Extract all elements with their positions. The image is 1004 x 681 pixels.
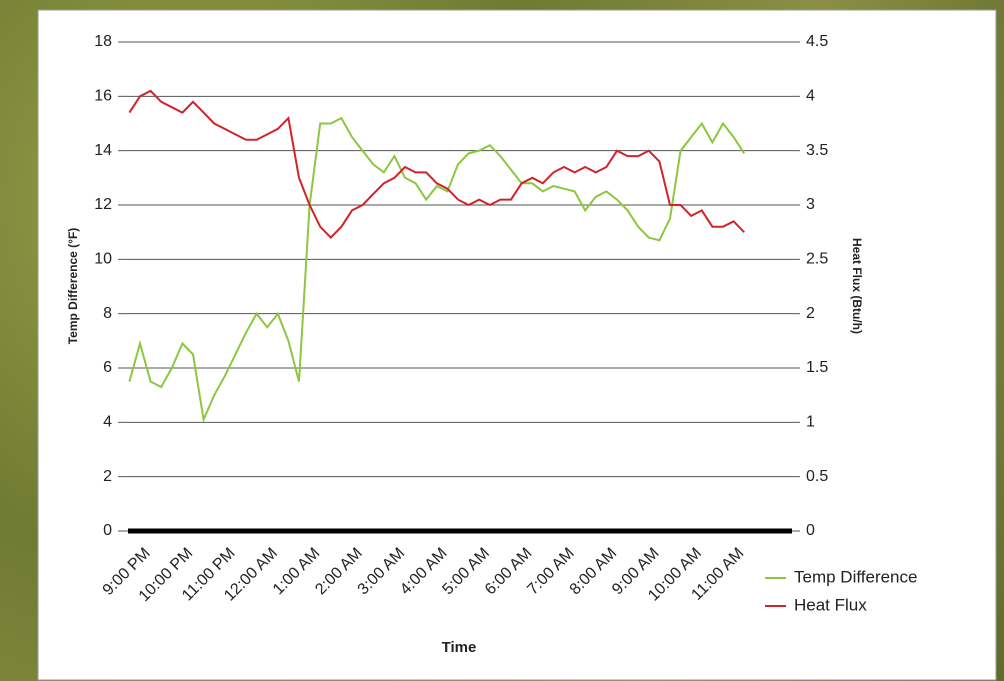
- y2-tick-label: 2.5: [806, 251, 828, 268]
- y2-tick-label: 4.5: [806, 33, 828, 50]
- chart-panel: [37, 9, 997, 681]
- y-tick-label: 2: [103, 468, 112, 485]
- y2-axis-label: Heat Flux (Btu/h): [850, 238, 864, 334]
- y-tick-label: 14: [94, 142, 112, 159]
- y2-tick-label: 0.5: [806, 468, 828, 485]
- y2-tick-label: 3.5: [806, 142, 828, 159]
- y2-tick-label: 1.5: [806, 359, 828, 376]
- series-line: [128, 116, 746, 424]
- y-tick-label: 0: [103, 522, 112, 539]
- y2-tick-label: 3: [806, 196, 815, 213]
- y2-tick-label: 2: [806, 305, 815, 322]
- legend-label: Temp Difference: [794, 567, 917, 586]
- series-line: [128, 89, 745, 240]
- y2-tick-label: 4: [806, 88, 815, 105]
- x-axis-label: Time: [442, 639, 477, 656]
- y-tick-label: 10: [94, 251, 112, 268]
- y-axis-label: Temp Difference (°F): [66, 228, 80, 345]
- y-tick-label: 8: [103, 305, 112, 322]
- y-tick-label: 16: [94, 88, 112, 105]
- y-tick-label: 6: [103, 359, 112, 376]
- y-tick-label: 12: [94, 196, 112, 213]
- y-tick-label: 18: [94, 33, 112, 50]
- y2-tick-label: 1: [806, 414, 815, 431]
- y2-tick-label: 0: [806, 522, 815, 539]
- y-tick-label: 4: [103, 414, 112, 431]
- legend-label: Heat Flux: [794, 595, 867, 614]
